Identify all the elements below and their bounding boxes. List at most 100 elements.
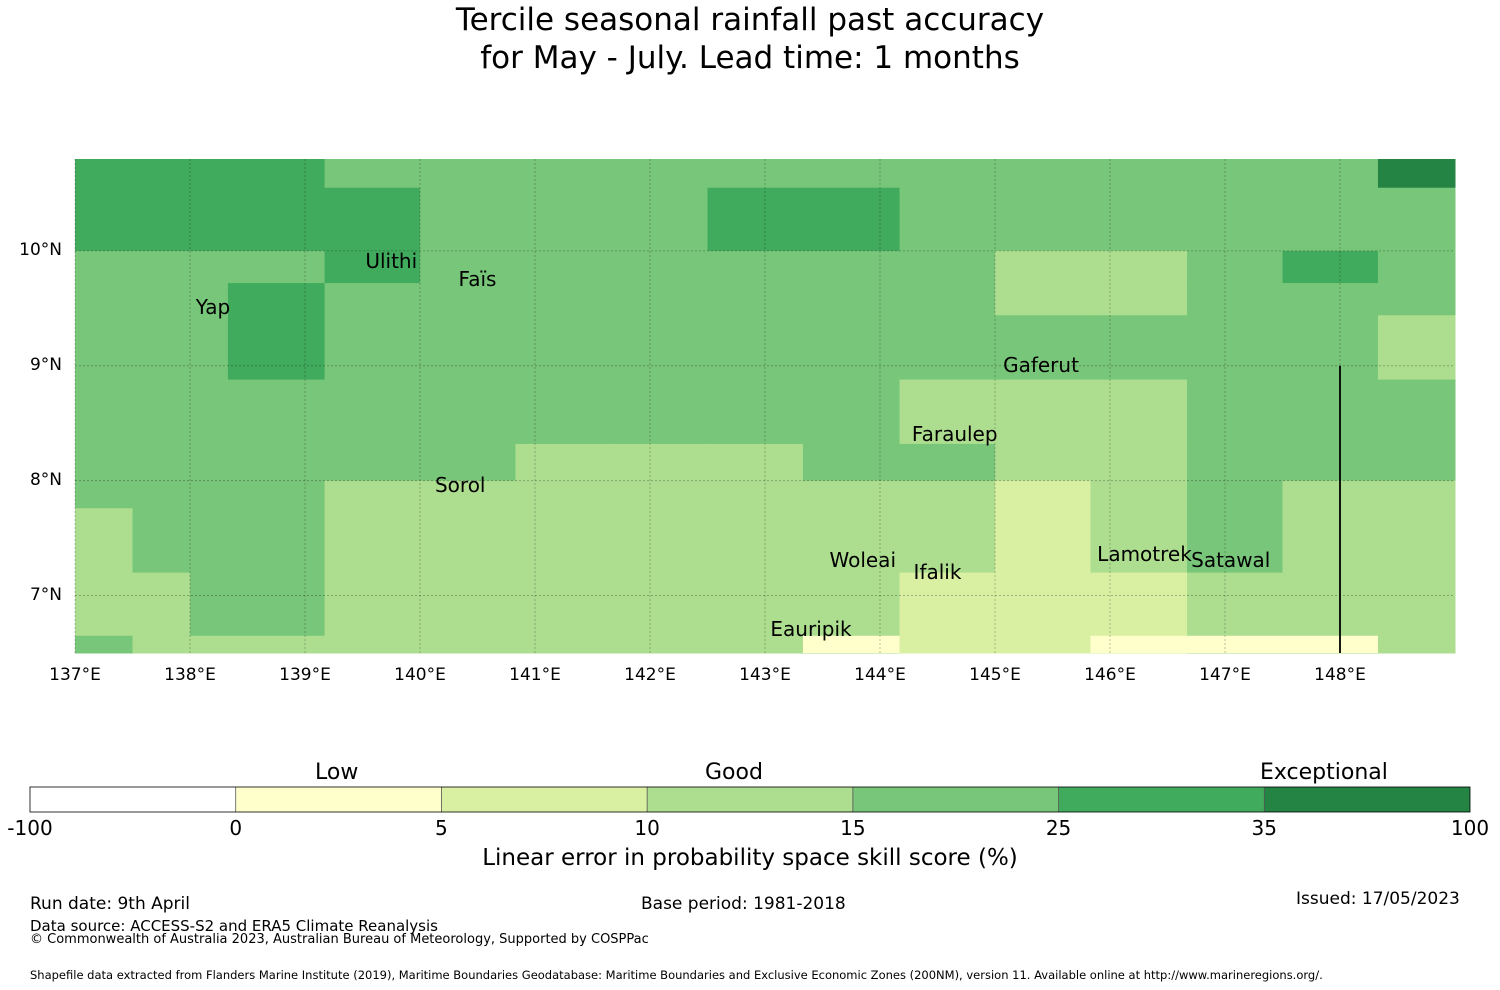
skill-cell bbox=[420, 379, 516, 445]
skill-cell bbox=[227, 159, 326, 189]
skill-cell bbox=[324, 187, 421, 252]
skill-cell bbox=[612, 250, 708, 284]
place-label: Faïs bbox=[458, 266, 497, 291]
skill-cell bbox=[190, 250, 229, 284]
skill-cell bbox=[899, 635, 996, 654]
skill-cell bbox=[515, 443, 613, 482]
colorbar-segment bbox=[647, 787, 853, 812]
issued-date: Issued: 17/05/2023 bbox=[1296, 889, 1460, 909]
skill-cell bbox=[190, 315, 229, 381]
skill-cell bbox=[515, 250, 613, 284]
skill-cell bbox=[899, 187, 996, 252]
place-label: Satawal bbox=[1191, 548, 1271, 573]
skill-cell bbox=[324, 379, 421, 445]
skill-cell bbox=[190, 572, 229, 637]
longitude-label: 139°E bbox=[279, 665, 331, 685]
skill-cell bbox=[132, 508, 191, 574]
skill-cell bbox=[227, 250, 326, 284]
skill-cell bbox=[75, 187, 133, 252]
skill-cell bbox=[899, 159, 996, 189]
skill-cell bbox=[612, 187, 708, 252]
run-date: Run date: 9th April bbox=[30, 894, 190, 914]
skill-cell bbox=[995, 443, 1091, 482]
skill-cell bbox=[1282, 508, 1379, 574]
skill-cell bbox=[324, 508, 421, 574]
skill-cell bbox=[324, 283, 421, 316]
skill-cell bbox=[899, 480, 996, 509]
skill-cell bbox=[995, 508, 1091, 574]
skill-cell bbox=[1282, 379, 1379, 445]
skill-cell bbox=[75, 250, 133, 284]
skill-cell bbox=[707, 159, 804, 189]
skill-cell bbox=[227, 572, 326, 637]
skill-cell bbox=[324, 572, 421, 637]
skill-cell bbox=[132, 250, 191, 284]
skill-cell bbox=[1090, 572, 1188, 637]
skill-cell bbox=[227, 508, 326, 574]
map-title-line-1: Tercile seasonal rainfall past accuracy bbox=[455, 2, 1045, 38]
colorbar-category-low: Low bbox=[315, 760, 359, 785]
skill-cell bbox=[420, 635, 516, 654]
copyright-notice: © Commonwealth of Australia 2023, Austra… bbox=[30, 932, 649, 947]
skill-cell bbox=[420, 443, 516, 482]
skill-cell bbox=[515, 315, 613, 381]
skill-cell bbox=[75, 508, 133, 574]
skill-cell bbox=[75, 379, 133, 445]
colorbar-segment bbox=[852, 787, 1059, 812]
skill-cell bbox=[132, 315, 191, 381]
skill-cell bbox=[802, 480, 901, 509]
skill-cell bbox=[707, 480, 804, 509]
longitude-label: 147°E bbox=[1199, 665, 1251, 685]
skill-cell bbox=[420, 159, 516, 189]
skill-cell bbox=[1377, 187, 1456, 252]
skill-cell bbox=[1377, 572, 1456, 637]
skill-cell bbox=[515, 480, 613, 509]
skill-cell bbox=[227, 635, 326, 654]
longitude-label: 140°E bbox=[394, 665, 446, 685]
skill-cell bbox=[899, 315, 996, 381]
skill-cell bbox=[995, 572, 1091, 637]
skill-cell bbox=[995, 480, 1091, 509]
skill-cell bbox=[420, 187, 516, 252]
skill-cell bbox=[1090, 480, 1188, 509]
skill-cell bbox=[190, 379, 229, 445]
skill-cell bbox=[515, 379, 613, 445]
longitude-label: 137°E bbox=[49, 665, 101, 685]
skill-cell bbox=[515, 572, 613, 637]
skill-cell bbox=[802, 187, 901, 252]
skill-cell bbox=[1377, 508, 1456, 574]
skill-cell bbox=[1187, 159, 1283, 189]
skill-cell bbox=[132, 572, 191, 637]
place-label: Yap bbox=[195, 295, 231, 320]
colorbar-tick-label: 25 bbox=[1045, 816, 1072, 840]
skill-cell bbox=[612, 480, 708, 509]
skill-cell bbox=[612, 315, 708, 381]
latitude-label: 8°N bbox=[29, 469, 62, 490]
colorbar-category-good: Good bbox=[705, 760, 763, 785]
place-label: Lamotrek bbox=[1097, 542, 1192, 567]
skill-cell bbox=[420, 572, 516, 637]
colorbar-label: Linear error in probability space skill … bbox=[482, 845, 1018, 871]
skill-cell bbox=[1282, 443, 1379, 482]
skill-cell bbox=[612, 379, 708, 445]
skill-cell bbox=[612, 635, 708, 654]
skill-cell bbox=[995, 187, 1091, 252]
skill-cell bbox=[707, 572, 804, 637]
skill-cell bbox=[1377, 379, 1456, 445]
skill-cell bbox=[190, 187, 229, 252]
skill-cell bbox=[1377, 159, 1456, 189]
colorbar-segment bbox=[235, 787, 442, 812]
longitude-label: 144°E bbox=[854, 665, 906, 685]
skill-cell bbox=[75, 443, 133, 482]
longitude-label: 141°E bbox=[509, 665, 561, 685]
skill-cell bbox=[802, 635, 900, 653]
skill-cell bbox=[899, 508, 996, 574]
place-label: Woleai bbox=[829, 548, 896, 573]
skill-cell bbox=[324, 480, 421, 509]
colorbar-segment bbox=[30, 787, 236, 812]
skill-cell bbox=[324, 635, 421, 654]
skill-cell bbox=[190, 443, 229, 482]
skill-cell bbox=[1090, 508, 1188, 574]
skill-cell bbox=[75, 480, 133, 509]
